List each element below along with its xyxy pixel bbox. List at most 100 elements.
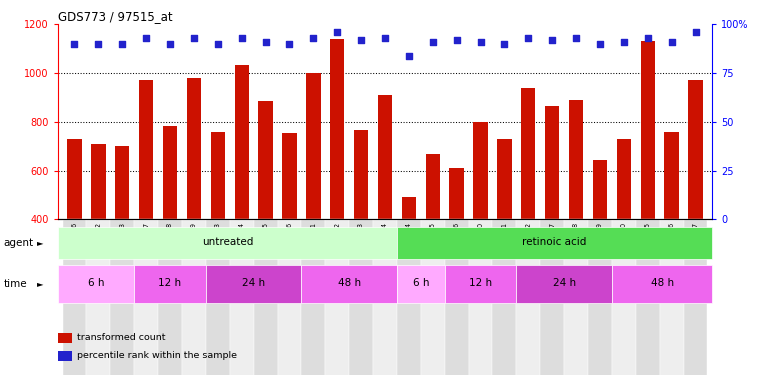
Bar (684, 219, 708, 375)
Bar (325, 219, 349, 375)
Bar (397, 265, 445, 303)
Bar (206, 219, 229, 375)
Bar (115, 146, 129, 317)
Bar (617, 139, 631, 317)
Text: GSM27253: GSM27253 (119, 222, 126, 258)
Point (379, 35, 391, 41)
Bar (517, 265, 612, 303)
Bar (134, 219, 158, 375)
Text: GDS773 / 97515_at: GDS773 / 97515_at (58, 10, 172, 23)
Bar (636, 219, 660, 375)
Text: GSM27260: GSM27260 (477, 222, 484, 258)
Point (283, 41, 296, 47)
Text: 48 h: 48 h (337, 278, 360, 288)
Point (450, 37, 463, 43)
Point (355, 37, 367, 43)
Text: GSM27262: GSM27262 (525, 222, 531, 258)
Bar (688, 81, 703, 317)
Bar (58, 227, 397, 259)
Bar (612, 265, 712, 303)
Text: GSM27267: GSM27267 (549, 222, 555, 258)
Text: 6 h: 6 h (413, 278, 429, 288)
Text: 24 h: 24 h (242, 278, 265, 288)
Text: GSM27259: GSM27259 (191, 222, 197, 258)
Bar (67, 139, 82, 317)
Bar (641, 42, 655, 317)
Text: 6 h: 6 h (88, 278, 104, 288)
Bar (162, 126, 177, 317)
Text: agent: agent (4, 238, 34, 248)
Bar (158, 219, 182, 375)
Bar (517, 219, 541, 375)
Bar (62, 219, 86, 375)
Text: GSM27268: GSM27268 (573, 222, 579, 258)
Bar (306, 73, 320, 317)
Text: GSM24606: GSM24606 (72, 222, 78, 258)
Bar (259, 101, 273, 317)
Bar (378, 95, 392, 317)
Bar (660, 219, 684, 375)
Bar (665, 132, 679, 317)
Bar (58, 265, 134, 303)
Text: GSM27254: GSM27254 (406, 222, 412, 258)
Bar (541, 219, 564, 375)
Bar (86, 219, 110, 375)
Text: 48 h: 48 h (651, 278, 674, 288)
Text: GSM27276: GSM27276 (668, 222, 675, 258)
Text: time: time (4, 279, 28, 289)
Bar (182, 219, 206, 375)
Text: retinoic acid: retinoic acid (522, 237, 587, 247)
Point (594, 41, 606, 47)
Point (307, 35, 320, 41)
Point (69, 41, 81, 47)
Bar (91, 144, 105, 317)
Bar (497, 139, 511, 317)
Text: 12 h: 12 h (469, 278, 492, 288)
Text: GSM27265: GSM27265 (263, 222, 269, 258)
Point (164, 41, 176, 47)
Text: GSM27255: GSM27255 (430, 222, 436, 258)
Text: GSM27263: GSM27263 (215, 222, 221, 258)
Bar (397, 227, 712, 259)
Point (618, 39, 630, 45)
Text: GSM27274: GSM27274 (382, 222, 388, 258)
Point (689, 29, 701, 35)
Point (116, 41, 129, 47)
Bar (283, 133, 296, 317)
Text: 24 h: 24 h (553, 278, 576, 288)
Text: GSM27277: GSM27277 (692, 222, 698, 258)
Bar (354, 130, 368, 317)
Bar (229, 219, 253, 375)
Bar (445, 265, 517, 303)
Bar (206, 265, 301, 303)
Bar (187, 78, 201, 317)
Bar (373, 219, 397, 375)
Bar (330, 39, 344, 317)
Text: GSM27273: GSM27273 (358, 222, 364, 258)
Bar (139, 81, 153, 317)
Text: GSM27256: GSM27256 (454, 222, 460, 258)
Point (188, 35, 200, 41)
Text: GSM27271: GSM27271 (310, 222, 316, 258)
Text: GSM27270: GSM27270 (621, 222, 627, 258)
Bar (474, 122, 487, 317)
Bar (521, 88, 535, 317)
Point (427, 39, 439, 45)
Bar (277, 219, 301, 375)
Point (236, 35, 248, 41)
Bar (564, 219, 588, 375)
Bar (235, 64, 249, 317)
Bar (593, 160, 608, 317)
Text: GSM27264: GSM27264 (239, 222, 245, 258)
Bar (301, 219, 325, 375)
Point (140, 35, 152, 41)
Point (92, 41, 105, 47)
Bar (450, 168, 464, 317)
Bar (569, 100, 583, 317)
Bar (253, 219, 277, 375)
Bar (301, 265, 397, 303)
Point (474, 39, 487, 45)
Text: ►: ► (37, 280, 43, 289)
Point (522, 35, 534, 41)
Text: GSM27266: GSM27266 (286, 222, 293, 258)
